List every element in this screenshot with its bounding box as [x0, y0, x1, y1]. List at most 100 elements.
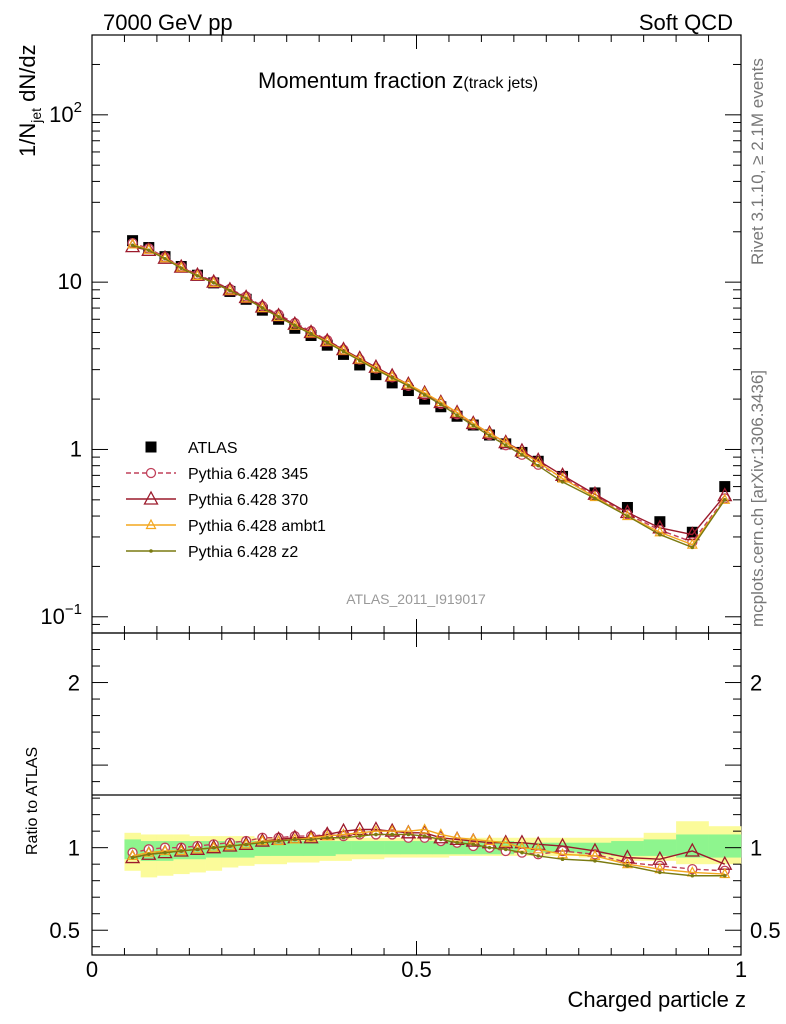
- data-point: [471, 842, 476, 847]
- data-point: [260, 840, 265, 845]
- data-point: [520, 452, 524, 457]
- data-point: [455, 413, 459, 418]
- data-point: [374, 832, 378, 837]
- data-point: [719, 493, 731, 504]
- data-point: [433, 394, 449, 409]
- ratio-y-tick-label-left: 0.5: [49, 918, 80, 943]
- data-point: [289, 833, 301, 844]
- data-point: [260, 306, 265, 310]
- data-point: [439, 837, 443, 842]
- plot-title-main: Momentum fraction z: [258, 68, 463, 93]
- data-point: [402, 378, 414, 389]
- band-green-bin: [367, 841, 385, 855]
- data-point: [658, 870, 662, 875]
- band-green-bin: [400, 841, 417, 855]
- data-point: [498, 434, 514, 449]
- data-point: [163, 850, 167, 855]
- legend-item: Pythia 6.428 345: [126, 466, 308, 483]
- data-point: [593, 496, 597, 501]
- data-point: [293, 837, 297, 842]
- x-axis-label: Charged particle z: [567, 987, 746, 1012]
- main-y-tick-label: 1: [70, 436, 82, 461]
- legend-label: Pythia 6.428 345: [188, 466, 308, 483]
- data-point: [684, 842, 700, 857]
- data-point: [341, 835, 346, 840]
- data-point: [228, 844, 232, 848]
- legend-item: Pythia 6.428 ambt1: [126, 518, 326, 535]
- data-point: [536, 463, 540, 468]
- data-point: [321, 829, 333, 841]
- legend-label: Pythia 6.428 ambt1: [188, 518, 326, 535]
- data-point: [354, 359, 366, 371]
- band-green-bin: [416, 841, 434, 855]
- analysis-watermark: ATLAS_2011_I919017: [346, 591, 486, 607]
- legend-marker: [145, 467, 157, 479]
- data-point: [658, 532, 662, 537]
- data-point: [305, 831, 317, 842]
- data-point: [276, 315, 281, 319]
- data-point: [589, 490, 601, 502]
- legend-label: Pythia 6.428 z2: [188, 544, 298, 561]
- data-point: [130, 243, 135, 248]
- data-point: [593, 859, 597, 863]
- data-point: [309, 332, 313, 336]
- data-point: [386, 377, 398, 389]
- data-point: [254, 832, 270, 847]
- data-point: [465, 415, 481, 430]
- data-point: [195, 274, 200, 278]
- band-green-bin: [351, 841, 369, 855]
- data-point: [686, 526, 698, 538]
- band-green-bin: [319, 841, 336, 856]
- ratio-y-axis-label: Ratio to ATLAS: [24, 747, 41, 855]
- data-point: [619, 849, 636, 864]
- band-green-bin: [432, 841, 450, 855]
- data-point: [309, 837, 313, 842]
- data-point: [471, 423, 476, 428]
- data-point: [244, 296, 248, 301]
- data-point: [722, 873, 727, 878]
- legend: ATLAS Pythia 6.428 345 Pythia 6.428 370 Pyt…: [126, 440, 326, 561]
- data-point: [370, 369, 382, 381]
- ratio-y-tick-label-left: 2: [68, 671, 80, 696]
- data-point: [455, 840, 459, 845]
- data-point: [554, 837, 571, 852]
- data-point: [481, 424, 498, 439]
- band-green-bin: [708, 834, 742, 858]
- band-green-bin: [384, 841, 401, 855]
- data-point: [520, 850, 524, 855]
- data-point: [503, 847, 508, 852]
- legend-label: Pythia 6.428 370: [188, 492, 308, 509]
- x-tick-label: 1: [735, 957, 747, 982]
- plot-title-sub: (track jets): [463, 75, 538, 92]
- ratio-y-tick-label-right: 1: [750, 836, 762, 861]
- data-point: [487, 433, 492, 438]
- data-point: [341, 349, 346, 354]
- data-point: [422, 393, 427, 397]
- data-point: [276, 839, 281, 843]
- data-point: [621, 857, 633, 869]
- data-point: [325, 340, 330, 345]
- main-y-label-base: 1/N: [15, 123, 40, 157]
- data-point: [357, 358, 362, 363]
- data-point: [127, 849, 139, 861]
- data-point: [719, 481, 731, 493]
- series-line: [132, 833, 725, 877]
- data-point: [690, 873, 695, 878]
- data-point: [211, 281, 216, 285]
- x-tick-label: 0.5: [401, 957, 432, 982]
- data-point: [390, 376, 394, 380]
- data-point: [159, 844, 171, 856]
- legend-item: Pythia 6.428 370: [126, 490, 308, 509]
- band-green-bin: [530, 842, 547, 853]
- data-point: [419, 823, 431, 834]
- data-point: [690, 545, 695, 550]
- legend-marker: [149, 549, 153, 553]
- data-point: [374, 367, 378, 372]
- data-point: [417, 384, 433, 399]
- data-point: [487, 845, 492, 850]
- data-point: [244, 842, 248, 847]
- data-point: [228, 288, 232, 293]
- data-point: [390, 832, 394, 837]
